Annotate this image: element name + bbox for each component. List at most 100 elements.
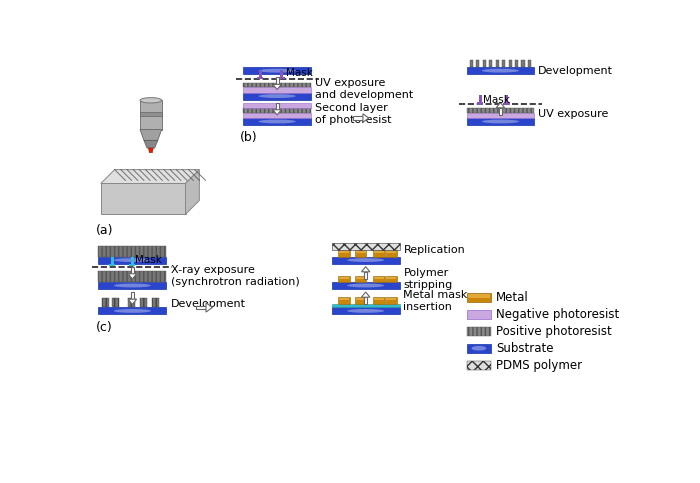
Bar: [356, 277, 365, 279]
Bar: [355, 251, 367, 256]
Bar: [102, 298, 108, 308]
Bar: [373, 276, 385, 282]
Bar: [244, 83, 311, 87]
Bar: [99, 271, 167, 282]
Bar: [502, 60, 505, 67]
Text: Development: Development: [538, 66, 613, 76]
Ellipse shape: [140, 98, 162, 103]
Bar: [466, 293, 491, 302]
Bar: [244, 67, 311, 74]
Text: Substrate: Substrate: [496, 342, 553, 355]
Bar: [466, 118, 534, 125]
Text: Negative photoresist: Negative photoresist: [496, 308, 619, 321]
Bar: [477, 102, 484, 104]
Bar: [259, 70, 262, 79]
Bar: [339, 298, 349, 300]
Polygon shape: [101, 184, 186, 214]
Bar: [386, 298, 398, 304]
Bar: [131, 292, 134, 299]
Bar: [522, 60, 524, 67]
Bar: [99, 282, 167, 289]
Ellipse shape: [472, 346, 486, 351]
Bar: [466, 67, 534, 74]
Text: Second layer
of photoresist: Second layer of photoresist: [315, 103, 391, 125]
Text: UV exposure: UV exposure: [538, 109, 608, 119]
Polygon shape: [496, 102, 505, 108]
Bar: [281, 70, 283, 79]
Bar: [374, 251, 384, 254]
Bar: [373, 298, 385, 304]
Polygon shape: [144, 141, 158, 148]
Polygon shape: [206, 303, 213, 312]
Ellipse shape: [482, 120, 519, 123]
Bar: [153, 298, 160, 308]
Bar: [386, 276, 398, 282]
Polygon shape: [128, 299, 136, 304]
Bar: [466, 327, 491, 336]
Bar: [276, 102, 279, 110]
Bar: [279, 77, 285, 79]
Bar: [131, 256, 134, 266]
Bar: [354, 116, 363, 120]
Bar: [364, 272, 368, 279]
Bar: [332, 243, 400, 251]
Text: Polymer
stripping: Polymer stripping: [403, 268, 453, 290]
Bar: [356, 298, 365, 300]
Bar: [356, 251, 365, 254]
Text: X-ray exposure
(synchrotron radiation): X-ray exposure (synchrotron radiation): [171, 265, 300, 287]
Polygon shape: [186, 170, 199, 214]
Polygon shape: [361, 292, 370, 297]
Polygon shape: [361, 267, 370, 272]
Bar: [505, 95, 508, 104]
Bar: [339, 277, 349, 279]
Bar: [244, 103, 311, 108]
Polygon shape: [128, 274, 136, 279]
Bar: [374, 298, 384, 300]
Bar: [386, 251, 398, 256]
Bar: [112, 298, 119, 308]
Text: Metal mask
insertion: Metal mask insertion: [403, 290, 468, 312]
Text: Mask: Mask: [484, 95, 510, 104]
Text: (a): (a): [95, 224, 113, 237]
Ellipse shape: [482, 69, 519, 72]
Bar: [489, 60, 492, 67]
Ellipse shape: [113, 258, 151, 262]
Bar: [131, 267, 134, 274]
Bar: [466, 310, 491, 319]
Bar: [109, 264, 116, 266]
Bar: [364, 297, 368, 304]
Bar: [468, 294, 490, 298]
Text: Development: Development: [171, 299, 246, 309]
Text: (c): (c): [95, 321, 112, 334]
Bar: [99, 308, 167, 314]
Bar: [244, 93, 311, 99]
Bar: [195, 306, 206, 309]
Bar: [499, 108, 502, 115]
Polygon shape: [273, 110, 281, 115]
Bar: [528, 60, 531, 67]
Bar: [466, 343, 491, 353]
Bar: [99, 256, 167, 264]
Bar: [257, 77, 263, 79]
Text: (b): (b): [239, 131, 257, 144]
Text: Positive photoresist: Positive photoresist: [496, 325, 612, 338]
Bar: [99, 246, 167, 256]
Text: Mask: Mask: [134, 256, 162, 266]
Text: Replication: Replication: [403, 245, 466, 256]
Polygon shape: [148, 148, 153, 153]
Bar: [374, 277, 384, 279]
Bar: [332, 256, 400, 264]
Bar: [276, 77, 279, 85]
Bar: [140, 298, 147, 308]
Bar: [466, 361, 491, 370]
Bar: [508, 60, 512, 67]
Bar: [386, 251, 396, 254]
Bar: [332, 282, 400, 289]
Bar: [355, 298, 367, 304]
Bar: [140, 112, 162, 116]
Bar: [476, 60, 480, 67]
Bar: [355, 276, 367, 282]
Ellipse shape: [347, 258, 384, 262]
Bar: [130, 264, 135, 266]
Bar: [339, 251, 349, 254]
